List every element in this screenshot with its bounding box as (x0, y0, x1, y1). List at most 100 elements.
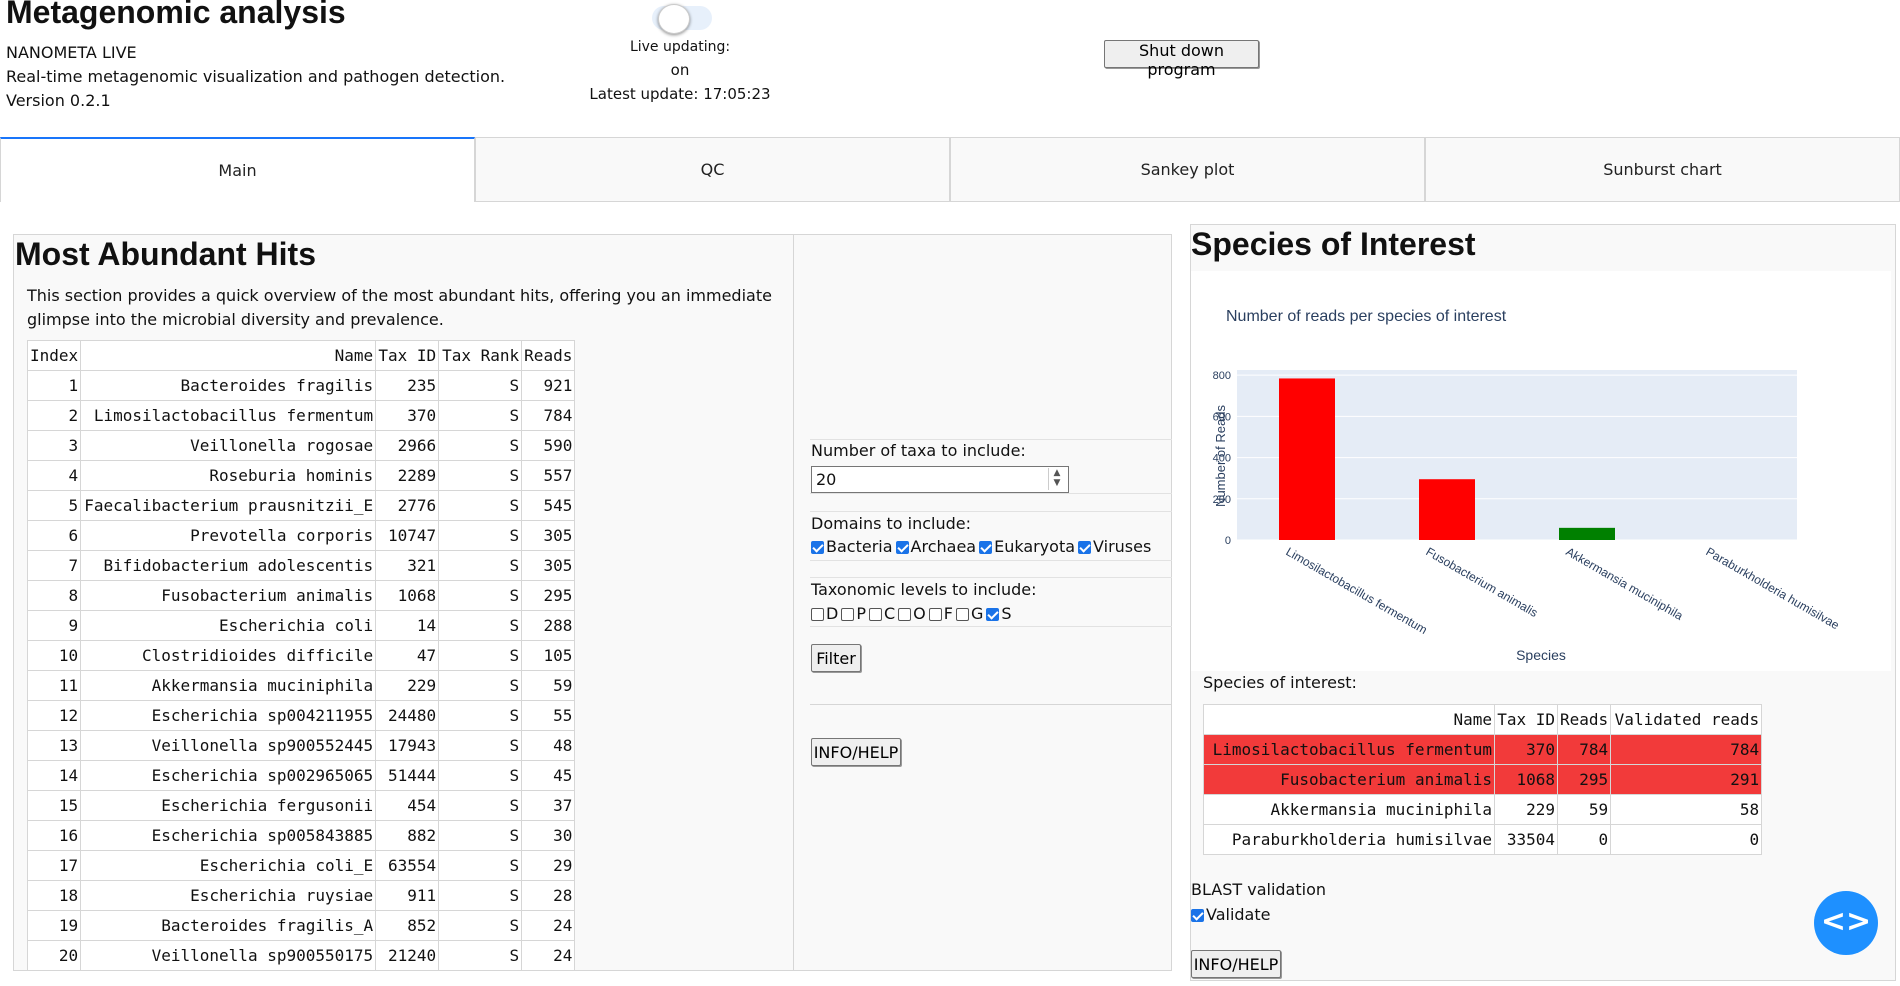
level-option-c[interactable]: C (868, 604, 896, 623)
col-tax-id: Tax ID (1494, 704, 1558, 735)
cell-tax-rank: S (438, 640, 523, 671)
cell-tax-id: 47 (375, 640, 440, 671)
table-row: 3 Veillonella rogosae 2966 S 590 (26, 430, 576, 461)
checkbox[interactable] (841, 608, 855, 621)
cell-name: Faecalibacterium prausnitzii_E (80, 490, 377, 521)
cell-name: Akkermansia muciniphila (1203, 794, 1495, 825)
tab-bar: Main QC Sankey plot Sunburst chart (0, 137, 1900, 202)
taxa-count-input[interactable]: 20 (811, 466, 1069, 493)
cell-name: Fusobacterium animalis (80, 580, 377, 611)
cell-name: Escherichia sp005843885 (80, 820, 377, 851)
cell-name: Escherichia sp004211955 (80, 700, 377, 731)
checkbox[interactable] (979, 541, 993, 554)
species-info-help-button[interactable]: INFO/HELP (1191, 950, 1281, 978)
tab-qc[interactable]: QC (475, 137, 950, 202)
cell-reads: 784 (521, 400, 576, 431)
app-subtitle: Real-time metagenomic visualization and … (6, 67, 506, 86)
table-row: 9 Escherichia coli 14 S 288 (26, 610, 576, 641)
cell-reads: 545 (521, 490, 576, 521)
table-header-row: Name Tax ID Reads Validated reads (1203, 704, 1763, 735)
checkbox-label: F (943, 604, 953, 623)
checkbox[interactable] (811, 541, 824, 554)
level-option-d[interactable]: D (811, 604, 838, 623)
y-tick-label: 200 (1213, 494, 1231, 506)
table-row: 10 Clostridioides difficile 47 S 105 (26, 640, 576, 671)
checkbox[interactable] (895, 541, 909, 554)
species-table: Name Tax ID Reads Validated reads Limosi… (1203, 704, 1763, 855)
cell-tax-id: 882 (375, 820, 440, 851)
code-icon[interactable]: <> (1814, 891, 1878, 955)
validate-checkbox[interactable] (1191, 909, 1204, 922)
cell-tax-rank: S (438, 700, 523, 731)
col-reads: Reads (1556, 704, 1612, 735)
checkbox[interactable] (1078, 541, 1092, 554)
domain-option-eukaryota[interactable]: Eukaryota (979, 537, 1075, 556)
cell-tax-rank: S (438, 520, 523, 551)
cell-reads: 48 (521, 730, 576, 761)
checkbox[interactable] (868, 608, 882, 621)
col-tax-id: Tax ID (375, 340, 440, 371)
level-option-s[interactable]: S (986, 604, 1012, 623)
info-help-button[interactable]: INFO/HELP (811, 738, 901, 766)
cell-reads: 59 (521, 670, 576, 701)
tab-sunburst-chart[interactable]: Sunburst chart (1425, 137, 1900, 202)
col-validated-reads: Validated reads (1610, 704, 1763, 735)
table-row: 20 Veillonella sp900550175 21240 S 24 (26, 940, 576, 971)
domain-option-bacteria[interactable]: Bacteria (811, 537, 893, 556)
filter-button[interactable]: Filter (811, 644, 861, 672)
cell-reads: 37 (521, 790, 576, 821)
live-update-state: on (670, 61, 690, 79)
spinner-arrows-icon[interactable]: ▲ ▼ (1048, 468, 1065, 490)
table-header-row: Index Name Tax ID Tax Rank Reads (26, 340, 576, 371)
table-row: Fusobacterium animalis 1068 295 291 (1203, 764, 1763, 795)
domain-option-viruses[interactable]: Viruses (1078, 537, 1151, 556)
validate-label: Validate (1206, 905, 1271, 924)
cell-reads: 105 (521, 640, 576, 671)
domain-option-archaea[interactable]: Archaea (895, 537, 977, 556)
checkbox[interactable] (811, 608, 824, 621)
checkbox[interactable] (928, 608, 942, 621)
species-table-label: Species of interest: (1203, 673, 1357, 692)
live-update-label: Live updating: (629, 39, 731, 55)
cell-reads: 784 (1556, 734, 1612, 765)
cell-reads: 45 (521, 760, 576, 791)
cell-tax-id: 370 (375, 400, 440, 431)
cell-tax-id: 229 (1494, 794, 1558, 825)
cell-reads: 921 (521, 370, 576, 401)
cell-tax-rank: S (438, 940, 523, 971)
cell-name: Roseburia hominis (80, 460, 377, 491)
cell-name: Prevotella corporis (80, 520, 377, 551)
tab-main[interactable]: Main (0, 137, 475, 202)
cell-index: 4 (26, 460, 82, 491)
level-option-o[interactable]: O (898, 604, 926, 623)
cell-tax-rank: S (438, 790, 523, 821)
cell-tax-rank: S (438, 910, 523, 941)
cell-tax-rank: S (438, 730, 523, 761)
cell-tax-id: 229 (375, 670, 440, 701)
cell-tax-rank: S (438, 430, 523, 461)
cell-name: Akkermansia muciniphila (80, 670, 377, 701)
tab-sankey-plot[interactable]: Sankey plot (950, 137, 1425, 202)
checkbox[interactable] (898, 608, 912, 621)
bar-0 (1279, 378, 1335, 540)
checkbox-label: C (883, 604, 896, 623)
checkbox[interactable] (955, 608, 969, 621)
validate-checkbox-row[interactable]: Validate (1191, 905, 1270, 924)
live-update-toggle[interactable] (652, 4, 712, 34)
cell-reads: 295 (1556, 764, 1612, 795)
cell-name: Fusobacterium animalis (1203, 764, 1495, 795)
cell-name: Escherichia ruysiae (80, 880, 377, 911)
taxa-count-label: Number of taxa to include: (811, 441, 1026, 460)
cell-index: 14 (26, 760, 82, 791)
cell-index: 8 (26, 580, 82, 611)
level-option-g[interactable]: G (955, 604, 983, 623)
level-option-f[interactable]: F (928, 604, 953, 623)
cell-name: Paraburkholderia humisilvae (1203, 824, 1495, 855)
chart-xlabel: Species (1516, 647, 1566, 663)
table-row: Paraburkholderia humisilvae 33504 0 0 (1203, 824, 1763, 855)
most-abundant-table: Index Name Tax ID Tax Rank Reads 1 Bacter… (26, 340, 576, 971)
level-option-p[interactable]: P (841, 604, 866, 623)
shutdown-button[interactable]: Shut down program (1104, 40, 1259, 79)
checkbox[interactable] (986, 608, 1000, 621)
checkbox-label: Archaea (910, 537, 977, 556)
